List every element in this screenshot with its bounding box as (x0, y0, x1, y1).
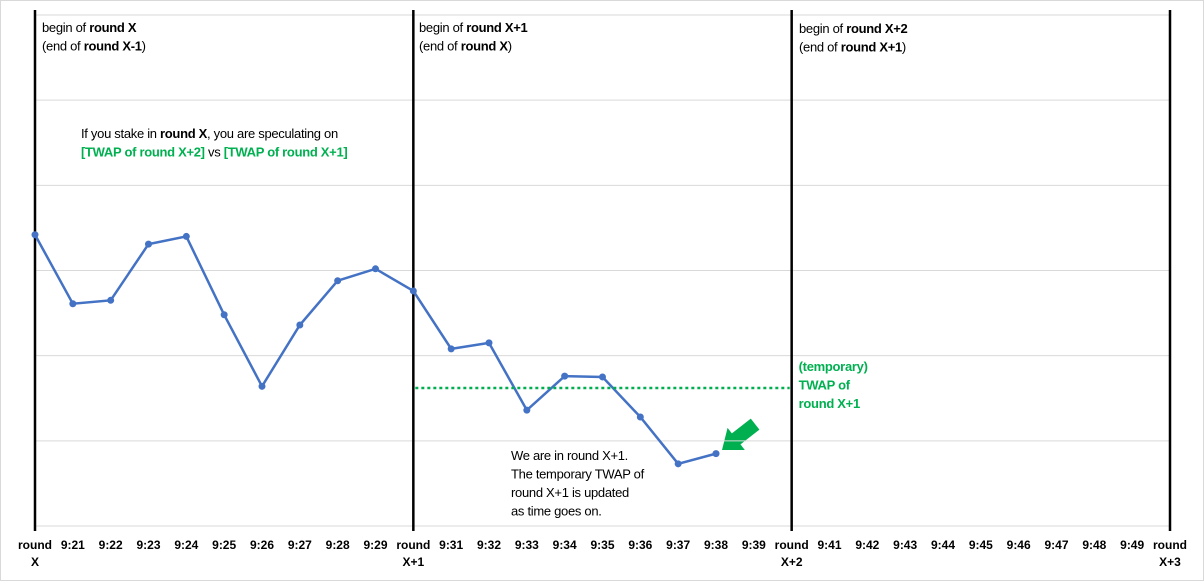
annotation-segment: begin of (799, 21, 846, 36)
annotation-segment: round X+1 (841, 40, 902, 55)
annotation-segment: (end of (419, 39, 461, 54)
annotation-segment: [TWAP of round X+1] (224, 145, 348, 160)
point (31, 231, 39, 239)
annotation-segment: vs (205, 145, 224, 160)
x-tick-label: 9:32 (476, 538, 502, 552)
annotation-segment: , you are speculating on (207, 126, 338, 141)
x-tick-label: 9:38 (703, 538, 729, 552)
point (447, 345, 455, 353)
x-tick-label: 9:45 (968, 538, 993, 552)
annotation-segment: begin of (419, 20, 466, 35)
x-tick-label: 9:34 (552, 538, 577, 552)
annotation: begin of round X+1 (end of round X) (419, 20, 527, 54)
x-tick-label: 9:33 (514, 538, 539, 552)
point (409, 287, 417, 295)
point (296, 321, 304, 329)
annotation-segment: The temporary TWAP of (511, 467, 645, 482)
x-tick-label: round X+1 (396, 538, 431, 569)
x-tick-label: 9:35 (590, 538, 615, 552)
x-tick-label: 9:36 (628, 538, 653, 552)
label-line: round X+1 (799, 396, 860, 411)
point (220, 311, 228, 319)
annotation-segment: [TWAP of round X+2] (81, 145, 205, 160)
annotation-segment: round X (89, 20, 137, 35)
label-line: (temporary) (799, 359, 868, 374)
annotation-segment: begin of (42, 20, 89, 35)
x-tick-label: 9:22 (98, 538, 123, 552)
point (712, 450, 720, 458)
annotation-segment: (end of (799, 40, 841, 55)
x-tick-label: 9:47 (1044, 538, 1069, 552)
annotation: begin of round X+2 (end of round X+1) (799, 21, 907, 55)
annotation-segment: If you stake in (81, 126, 160, 141)
point (561, 372, 569, 380)
point (258, 382, 266, 390)
x-tick-label: 9:25 (212, 538, 237, 552)
point (523, 406, 531, 414)
x-tick-label: 9:23 (136, 538, 161, 552)
x-tick-label: 9:41 (817, 538, 842, 552)
annotation-segment: round X+1 (466, 20, 527, 35)
annotation: We are in round X+1. The temporary TWAP o… (511, 448, 645, 519)
x-tick-label: 9:21 (60, 538, 85, 552)
point (485, 339, 493, 347)
annotation-segment: round X (461, 39, 509, 54)
x-tick-label: 9:31 (439, 538, 464, 552)
point (372, 265, 379, 273)
annotation: begin of round X (end of round X-1) (42, 20, 146, 54)
annotation-segment: as time goes on. (511, 504, 602, 519)
arrow (722, 418, 760, 450)
x-tick-label: 9:28 (325, 538, 350, 552)
reference-label: (temporary) TWAP of round X+1 (799, 359, 868, 411)
annotation-segment: round X+2 (846, 21, 907, 36)
x-tick-label: 9:24 (174, 538, 199, 552)
x-tick-label: round X+2 (774, 538, 809, 569)
point (599, 373, 606, 381)
x-tick-label: 9:46 (1006, 538, 1031, 552)
annotation-segment: ) (902, 40, 906, 55)
x-tick-label: 9:49 (1120, 538, 1145, 552)
point (334, 277, 342, 285)
annotation-segment: (end of (42, 39, 84, 54)
annotation-segment: ) (142, 39, 146, 54)
annotation-segment: round X (160, 126, 208, 141)
x-tick-label: 9:27 (287, 538, 312, 552)
annotation-segment: We are in round X+1. (511, 448, 628, 463)
x-tick-label: 9:37 (666, 538, 691, 552)
x-tick-label: 9:29 (363, 538, 388, 552)
point (636, 413, 644, 421)
point (69, 300, 77, 308)
point (145, 240, 152, 248)
x-tick-label: 9:44 (930, 538, 956, 552)
x-tick-label: 9:26 (249, 538, 275, 552)
annotation-segment: round X-1 (84, 39, 142, 54)
x-tick-label: 9:43 (893, 538, 918, 552)
x-tick-label: 9:39 (741, 538, 766, 552)
point (182, 232, 190, 240)
x-tick-label: 9:48 (1082, 538, 1107, 552)
annotation-segment: ) (508, 39, 512, 54)
x-tick-label: round X+3 (1153, 538, 1187, 569)
point (674, 460, 682, 468)
x-tick-label: round X (18, 538, 52, 569)
point (107, 296, 115, 304)
annotation-segment: round X+1 is updated (511, 485, 629, 500)
x-tick-label: 9:42 (855, 538, 880, 552)
label-line: TWAP of (799, 378, 851, 393)
annotation: If you stake in round X, you are specula… (81, 126, 347, 160)
